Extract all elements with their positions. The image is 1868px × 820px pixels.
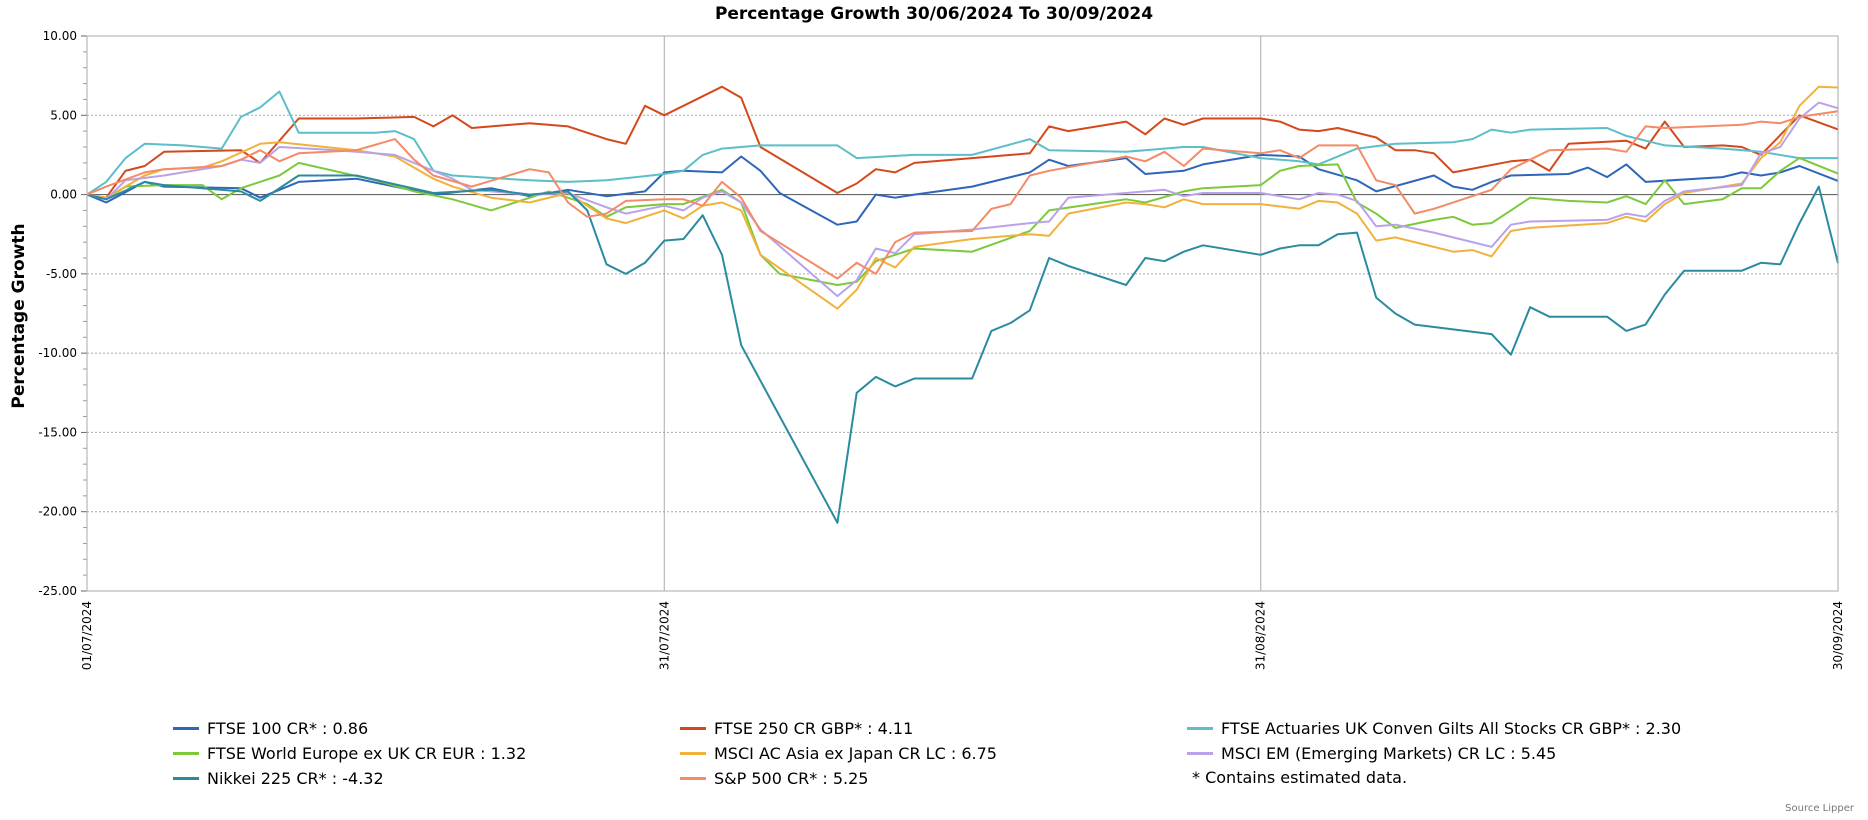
x-tick-label: 31/07/2024	[657, 601, 671, 670]
x-ticks: 01/07/2024 31/07/2024 31/08/2024 30/09/2024	[80, 601, 1845, 670]
series-line-7	[86, 110, 1839, 280]
source-label: Source Lipper	[1785, 803, 1854, 814]
chart-title: Percentage Growth 30/06/2024 To 30/09/20…	[715, 4, 1153, 24]
plot-area	[86, 35, 1839, 592]
series-line-5	[86, 101, 1839, 298]
y-tick-label: 5.00	[50, 108, 77, 122]
series-lines	[86, 85, 1839, 524]
x-tick-label: 01/07/2024	[80, 601, 94, 670]
y-tick-label: 0.00	[50, 188, 77, 202]
y-tick-label: -5.00	[46, 267, 77, 281]
y-ticks: 10.00 5.00 0.00 -5.00 -10.00 -15.00 -20.00 -25.…	[38, 29, 87, 598]
grid	[87, 35, 1838, 592]
y-tick-label: -20.00	[38, 505, 77, 519]
x-tick-label: 30/09/2024	[1831, 601, 1845, 670]
series-line-1	[86, 85, 1839, 199]
series-line-2	[86, 90, 1838, 196]
y-tick-label: -15.00	[38, 425, 77, 439]
series-line-6	[86, 174, 1839, 524]
series-line-0	[86, 153, 1839, 226]
estimated-data-note: * Contains estimated data.	[1192, 768, 1408, 787]
series-line-3	[86, 157, 1839, 286]
y-tick-label: -10.00	[38, 346, 77, 360]
y-tick-label: -25.00	[38, 584, 77, 598]
y-tick-label: 10.00	[43, 29, 77, 43]
y-axis-label: Percentage Growth	[9, 223, 29, 408]
x-tick-label: 31/08/2024	[1254, 601, 1268, 670]
series-line-4	[86, 85, 1839, 310]
